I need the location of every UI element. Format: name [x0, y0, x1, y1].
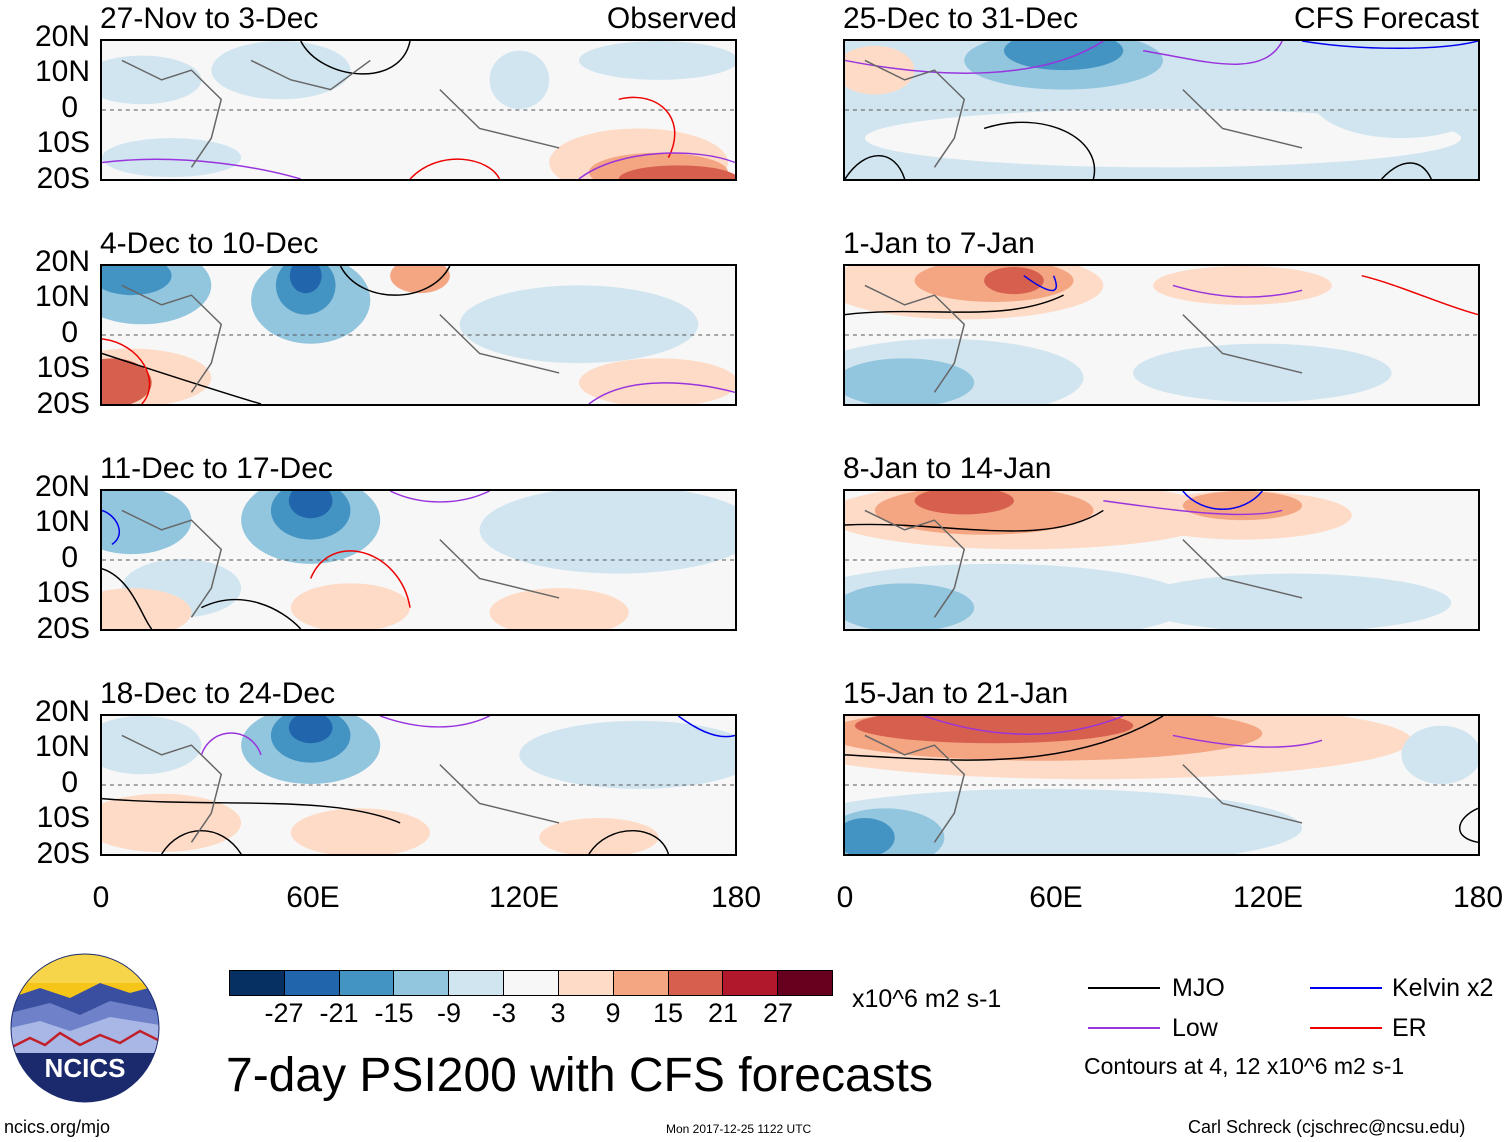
lat-label: 0: [61, 91, 78, 124]
lon-label: 180: [710, 881, 762, 914]
colorbar-swatch: [778, 971, 832, 995]
lon-label: 120E: [488, 881, 560, 914]
panel-title: 15-Jan to 21-Jan: [843, 677, 1069, 710]
map-panel: [100, 714, 737, 856]
colorbar-swatch: [558, 971, 614, 995]
lat-label: 10S: [36, 351, 90, 384]
lat-label: 0: [61, 541, 78, 574]
lat-label: 20S: [36, 612, 90, 645]
lon-label: 180: [1452, 881, 1504, 914]
colorbar-units: x10^6 m2 s-1: [852, 985, 1002, 1013]
legend-line-low: [1088, 1027, 1160, 1029]
colorbar-swatch: [339, 971, 395, 995]
panel-title: 18-Dec to 24-Dec: [100, 677, 336, 710]
panel-title: 25-Dec to 31-Dec: [843, 2, 1079, 35]
legend-label-er: ER: [1392, 1014, 1427, 1042]
lat-label: 10S: [36, 126, 90, 159]
colorbar-swatch: [723, 971, 779, 995]
panel-title: 1-Jan to 7-Jan: [843, 227, 1035, 260]
page-title: 7-day PSI200 with CFS forecasts: [226, 1049, 933, 1102]
colorbar-swatch: [504, 971, 559, 995]
legend-label-mjo: MJO: [1172, 974, 1225, 1002]
map-panel: [843, 714, 1480, 856]
lat-label: 20N: [34, 20, 90, 53]
legend-label-low: Low: [1172, 1014, 1218, 1042]
colorbar-label: 3: [550, 998, 566, 1028]
legend-line-mjo: [1088, 987, 1160, 989]
panel-title: 4-Dec to 10-Dec: [100, 227, 319, 260]
colorbar-swatch: [284, 971, 340, 995]
observed-label: Observed: [606, 2, 737, 35]
logo-text: NCICS: [45, 1053, 126, 1083]
colorbar-swatch: [613, 971, 669, 995]
panel-title: 27-Nov to 3-Dec: [100, 2, 319, 35]
colorbar-swatch: [668, 971, 724, 995]
colorbar-label: -21: [319, 998, 359, 1028]
lat-label: 20N: [34, 695, 90, 728]
lat-label: 20N: [34, 470, 90, 503]
map-panel: [843, 489, 1480, 631]
colorbar-label: -3: [491, 998, 517, 1028]
colorbar-swatch: [230, 971, 285, 995]
footer-timestamp: Mon 2017-12-25 1122 UTC: [666, 1122, 812, 1136]
footer-url[interactable]: ncics.org/mjo: [4, 1117, 111, 1137]
map-panel: [843, 264, 1480, 406]
lat-label: 20S: [36, 162, 90, 195]
colorbar-label: -27: [264, 998, 304, 1028]
lat-label: 10N: [34, 730, 90, 763]
lat-label: 10N: [34, 55, 90, 88]
legend-note: Contours at 4, 12 x10^6 m2 s-1: [1084, 1053, 1405, 1079]
lat-label: 10S: [36, 801, 90, 834]
legend-line-kelvin: [1310, 987, 1382, 989]
lon-label: 0: [836, 881, 854, 914]
colorbar-swatch: [449, 971, 505, 995]
map-panel: [100, 39, 737, 181]
lat-label: 20S: [36, 387, 90, 420]
lat-label: 20N: [34, 245, 90, 278]
map-panel: [843, 39, 1480, 181]
lat-label: 0: [61, 316, 78, 349]
colorbar-label: -15: [374, 998, 414, 1028]
colorbar-label: 27: [762, 998, 794, 1028]
map-panel: [100, 264, 737, 406]
ncics-logo: NCICS: [10, 953, 160, 1103]
lon-label: 60E: [286, 881, 340, 914]
cfs-forecast-label: CFS Forecast: [1293, 2, 1479, 35]
panel-title: 8-Jan to 14-Jan: [843, 452, 1052, 485]
lon-label: 0: [92, 881, 110, 914]
colorbar-label: 15: [652, 998, 684, 1028]
footer-credit: Carl Schreck (cjschrec@ncsu.edu): [1188, 1117, 1466, 1137]
lon-label: 60E: [1029, 881, 1083, 914]
lat-label: 10S: [36, 576, 90, 609]
lat-label: 10N: [34, 505, 90, 538]
lat-label: 20S: [36, 837, 90, 870]
panel-title: 11-Dec to 17-Dec: [100, 452, 333, 485]
map-panel: [100, 489, 737, 631]
colorbar-label: -9: [436, 998, 462, 1028]
colorbar-label: 9: [605, 998, 621, 1028]
lat-label: 10N: [34, 280, 90, 313]
colorbar-swatch: [394, 971, 450, 995]
legend-line-er: [1310, 1027, 1382, 1029]
lat-label: 0: [61, 766, 78, 799]
colorbar-label: 21: [707, 998, 739, 1028]
legend-label-kelvin: Kelvin x2: [1392, 974, 1494, 1002]
colorbar: [229, 970, 833, 996]
lon-label: 120E: [1232, 881, 1304, 914]
